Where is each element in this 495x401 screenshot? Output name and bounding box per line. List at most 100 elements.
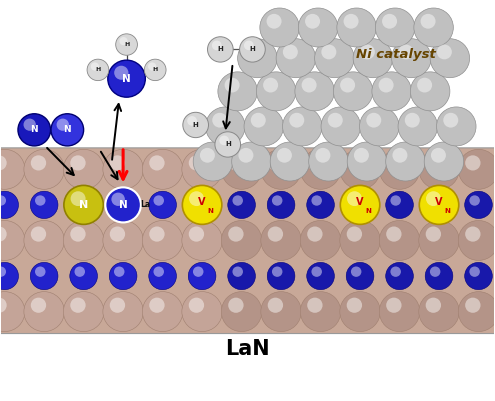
Circle shape [360,45,375,59]
Circle shape [91,63,99,71]
Circle shape [334,72,373,111]
Circle shape [111,192,125,206]
Circle shape [346,155,362,170]
Circle shape [189,298,204,313]
Circle shape [340,78,355,93]
Circle shape [277,148,292,163]
Circle shape [24,221,64,260]
Text: V: V [198,197,206,207]
Circle shape [35,267,46,277]
Circle shape [110,155,125,170]
Circle shape [465,191,493,219]
Circle shape [398,45,413,59]
Circle shape [256,72,296,111]
FancyBboxPatch shape [0,148,495,334]
Circle shape [70,155,86,170]
Circle shape [189,227,204,242]
Circle shape [221,292,262,332]
Circle shape [347,191,362,206]
Circle shape [200,148,215,163]
Circle shape [228,262,255,290]
Circle shape [328,113,343,128]
Text: N: N [119,200,128,210]
Circle shape [0,155,6,170]
Circle shape [260,8,299,47]
Circle shape [143,221,183,260]
Circle shape [270,142,310,181]
Circle shape [354,148,369,163]
Text: H: H [152,67,158,73]
Circle shape [228,155,244,170]
Circle shape [379,78,394,93]
Circle shape [344,14,358,28]
Circle shape [183,112,208,138]
Circle shape [405,113,420,128]
Circle shape [240,37,265,62]
Circle shape [119,37,128,45]
Circle shape [379,149,420,189]
Circle shape [63,149,104,189]
Circle shape [340,292,380,332]
Circle shape [391,195,401,206]
Text: V: V [356,197,364,207]
Circle shape [301,78,317,93]
Circle shape [225,78,240,93]
Circle shape [103,221,144,260]
Circle shape [353,39,393,78]
Circle shape [421,14,436,28]
Circle shape [366,113,381,128]
Circle shape [426,155,441,170]
Circle shape [337,8,376,47]
Circle shape [261,149,301,189]
Circle shape [298,8,338,47]
Circle shape [469,267,480,277]
Circle shape [414,8,453,47]
Circle shape [145,59,166,81]
Circle shape [0,292,25,332]
Circle shape [305,14,320,28]
Circle shape [386,227,401,242]
Circle shape [382,14,397,28]
Circle shape [465,227,481,242]
Circle shape [116,34,138,55]
Circle shape [228,298,244,313]
Circle shape [228,191,255,219]
Circle shape [212,41,222,50]
Circle shape [386,142,425,181]
Circle shape [263,78,278,93]
Circle shape [232,142,271,181]
Text: H: H [124,42,129,47]
Circle shape [221,221,262,260]
Circle shape [386,155,401,170]
Circle shape [105,187,141,223]
Circle shape [346,227,362,242]
Circle shape [188,262,216,290]
Circle shape [431,148,446,163]
Circle shape [233,195,243,206]
Circle shape [261,292,301,332]
Text: H: H [193,122,198,128]
Circle shape [23,119,36,131]
Circle shape [272,267,283,277]
Circle shape [268,298,283,313]
Circle shape [321,45,336,59]
Circle shape [70,262,98,290]
Circle shape [148,63,156,71]
Circle shape [419,221,459,260]
Circle shape [465,298,481,313]
Circle shape [437,107,476,146]
Circle shape [307,298,323,313]
Circle shape [0,149,25,189]
Circle shape [149,227,165,242]
Text: N: N [122,74,131,84]
Text: H: H [225,142,231,148]
Circle shape [30,191,58,219]
Circle shape [245,45,259,59]
Circle shape [469,195,480,206]
Text: N: N [79,200,88,210]
Circle shape [340,221,380,260]
Text: H: H [249,47,255,53]
Circle shape [193,142,233,181]
Circle shape [386,262,413,290]
Circle shape [266,14,282,28]
